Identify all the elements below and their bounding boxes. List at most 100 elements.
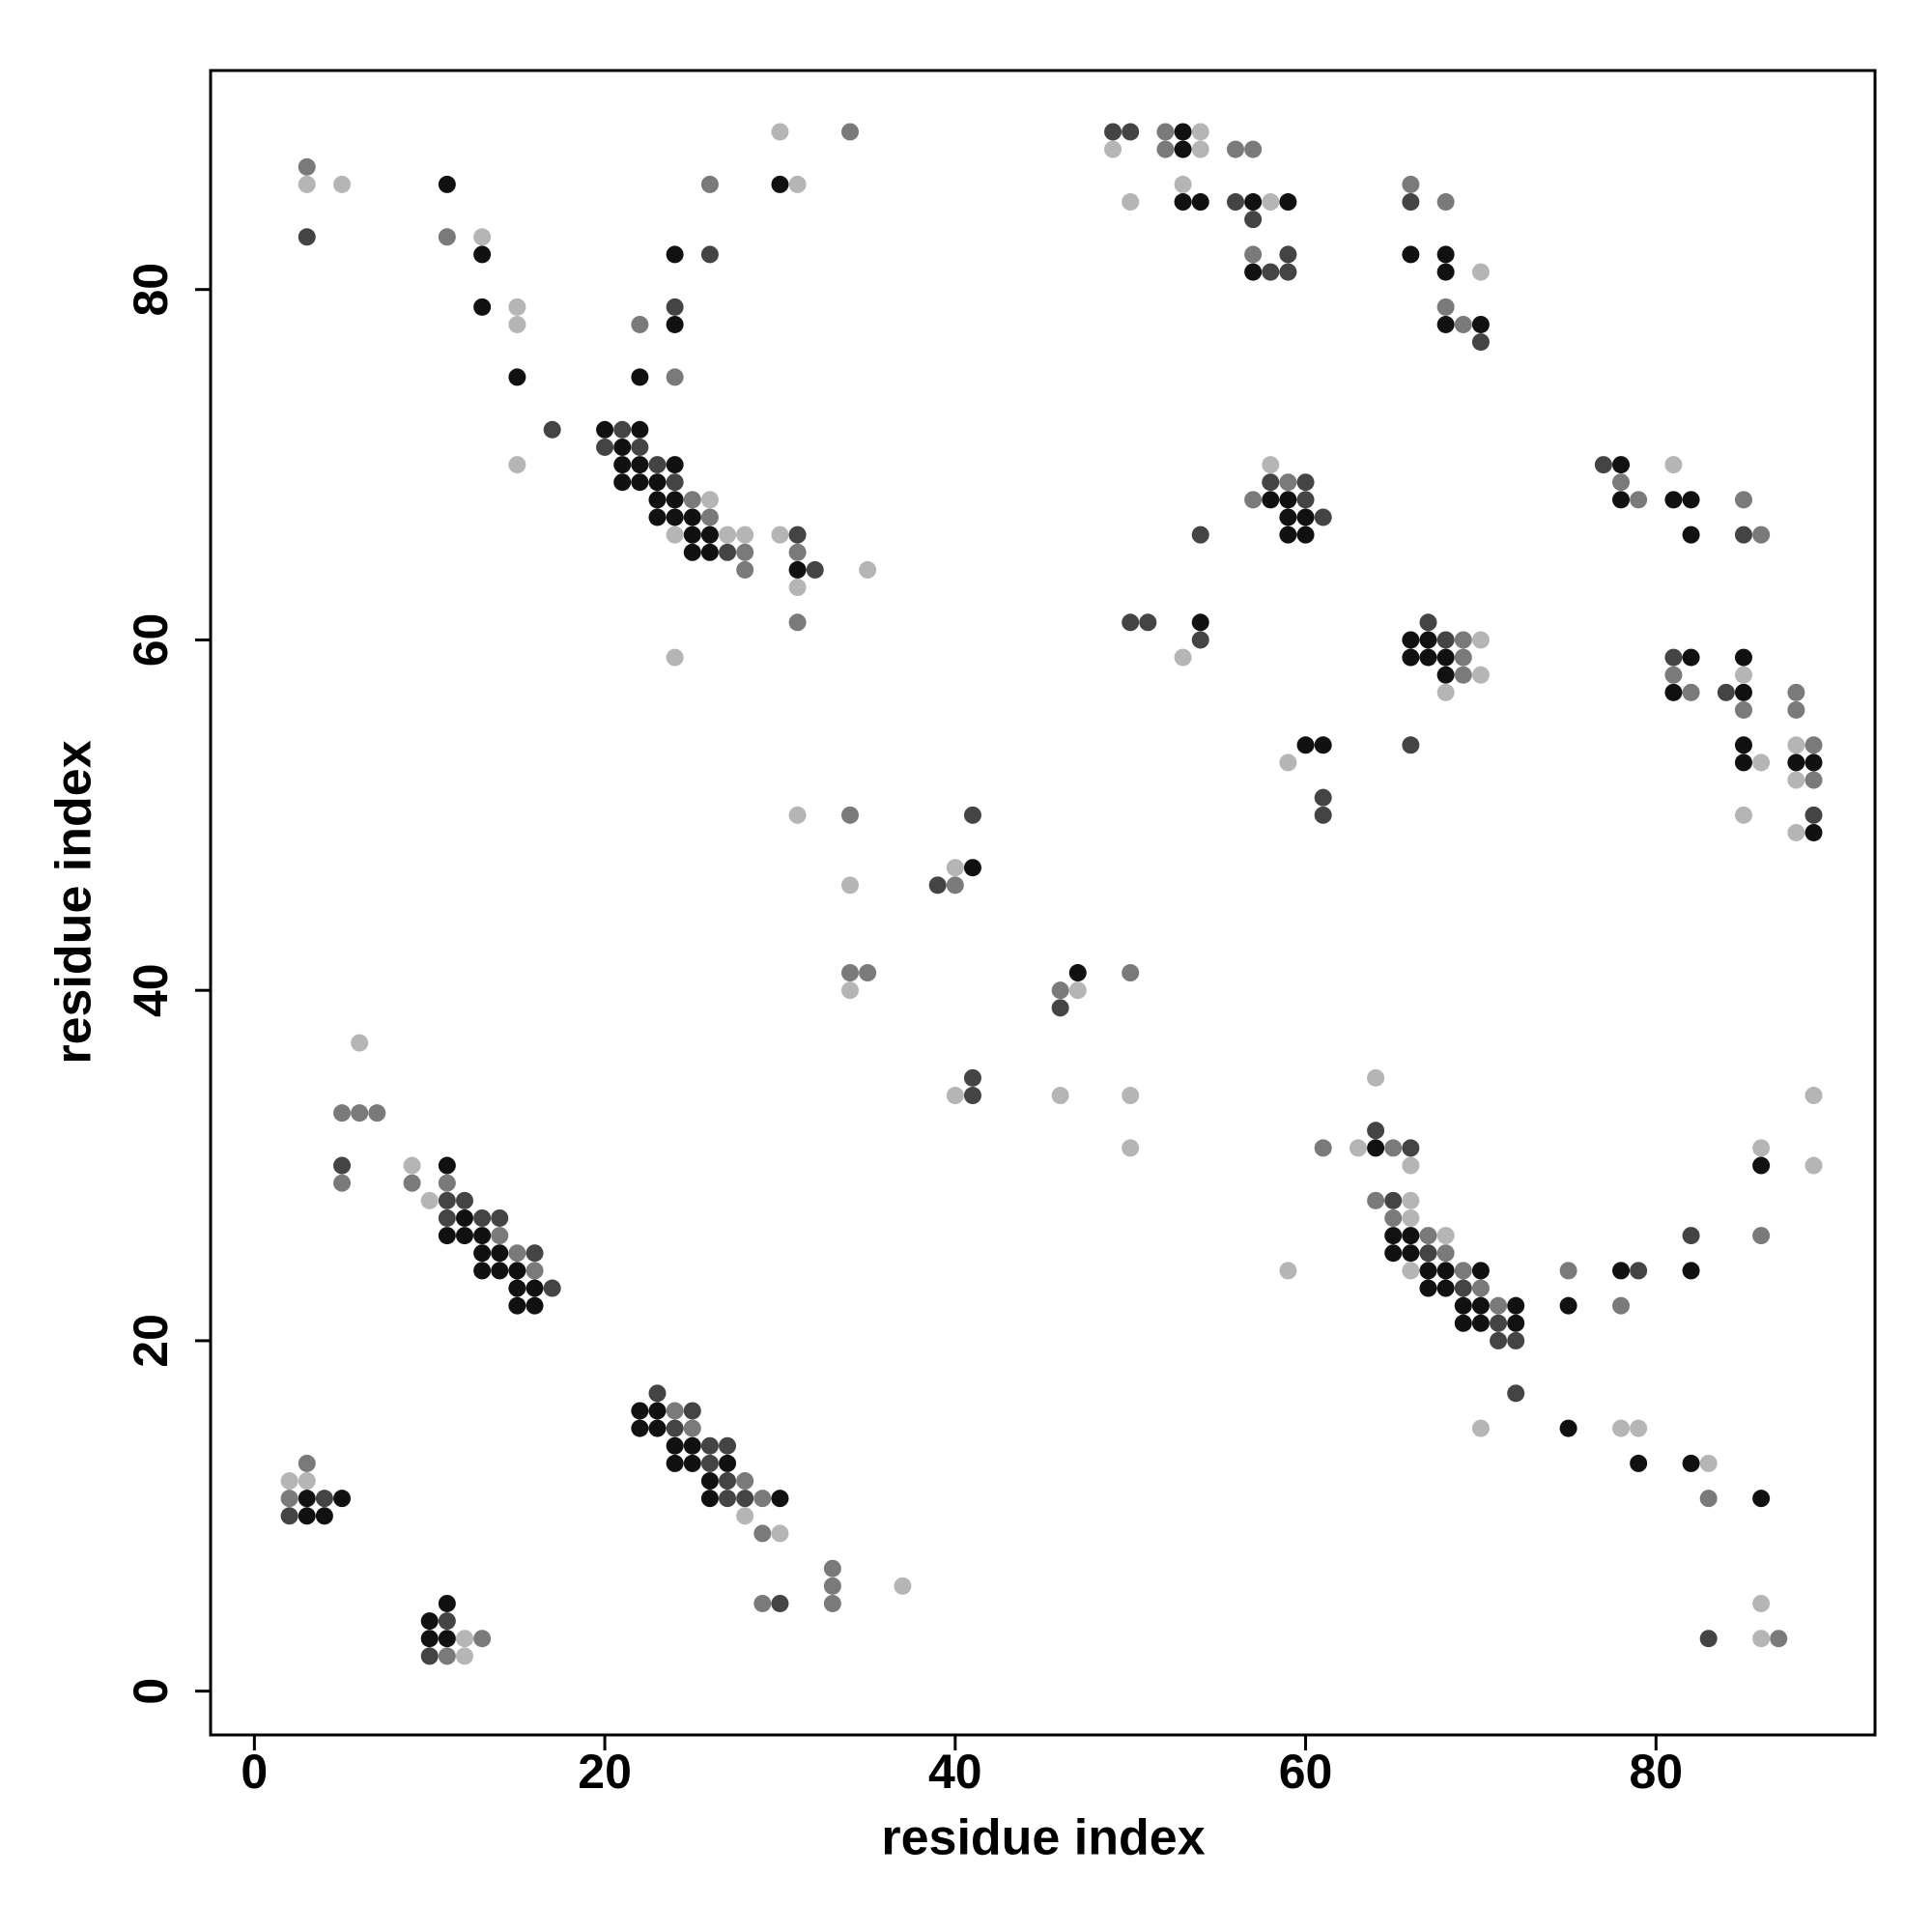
- contact-point: [666, 1419, 684, 1437]
- contact-point: [1314, 508, 1332, 526]
- contact-point: [719, 1490, 737, 1508]
- contact-point: [368, 1104, 386, 1122]
- contact-point: [700, 543, 719, 561]
- contact-point: [1454, 315, 1472, 333]
- contact-point: [666, 368, 684, 386]
- contact-point: [1699, 1454, 1718, 1472]
- contact-point: [1227, 193, 1245, 212]
- contact-point: [1752, 1594, 1771, 1612]
- contact-point: [1787, 683, 1805, 701]
- contact-point: [1104, 140, 1122, 158]
- contact-point: [946, 859, 964, 877]
- contact-point: [1752, 1156, 1771, 1175]
- contact-point: [631, 473, 649, 492]
- contact-point: [788, 560, 807, 579]
- contact-point: [1191, 631, 1209, 649]
- contact-point: [1402, 1208, 1420, 1227]
- contact-point: [1507, 1331, 1525, 1350]
- contact-point: [1471, 666, 1490, 684]
- contact-point: [859, 964, 877, 982]
- contact-point: [455, 1647, 473, 1665]
- contact-point: [1734, 683, 1752, 701]
- contact-point: [1559, 1262, 1577, 1280]
- contact-point: [719, 526, 737, 544]
- contact-point: [1471, 1279, 1490, 1297]
- contact-point: [1471, 315, 1490, 333]
- contact-point: [771, 175, 789, 193]
- contact-point: [491, 1208, 509, 1227]
- contact-point: [753, 1490, 772, 1508]
- contact-point: [280, 1490, 298, 1508]
- contact-point: [526, 1262, 544, 1280]
- contact-point: [420, 1191, 439, 1209]
- contact-point: [1402, 1262, 1420, 1280]
- contact-point: [1296, 526, 1315, 544]
- contact-point: [333, 1104, 352, 1122]
- contact-point: [1734, 806, 1752, 824]
- contact-point: [315, 1507, 333, 1525]
- y-tick-label: 20: [124, 1314, 178, 1368]
- contact-point: [508, 456, 526, 474]
- contact-point: [963, 1068, 981, 1087]
- contact-point: [771, 1490, 789, 1508]
- contact-point: [894, 1577, 912, 1595]
- contact-point: [631, 315, 649, 333]
- contact-point: [1244, 245, 1263, 264]
- contact-point: [666, 526, 684, 544]
- contact-point: [1419, 631, 1437, 649]
- contact-point: [1279, 245, 1297, 264]
- contact-point: [1051, 981, 1069, 1000]
- contact-point: [1122, 123, 1140, 141]
- contact-point: [1559, 1296, 1577, 1315]
- contact-point: [1471, 1262, 1490, 1280]
- contact-point: [1612, 473, 1631, 492]
- contact-point: [1402, 1156, 1420, 1175]
- contact-point: [1734, 648, 1752, 667]
- contact-point: [1699, 1490, 1718, 1508]
- contact-point: [1734, 491, 1752, 509]
- contact-point: [771, 1524, 789, 1543]
- contact-point: [1384, 1244, 1403, 1263]
- contact-point: [1471, 1314, 1490, 1332]
- contact-point: [1191, 526, 1209, 544]
- contact-point: [1419, 1227, 1437, 1245]
- contact-point: [771, 1594, 789, 1612]
- plot-frame: [209, 69, 1877, 1737]
- contact-point: [1734, 700, 1752, 719]
- contact-point: [1384, 1191, 1403, 1209]
- contact-point: [823, 1559, 841, 1577]
- contact-point: [298, 1472, 316, 1491]
- contact-point: [1296, 508, 1315, 526]
- contact-point: [1122, 1139, 1140, 1157]
- contact-point: [438, 1208, 456, 1227]
- contact-point: [1787, 736, 1805, 754]
- contact-point: [473, 245, 492, 264]
- contact-point: [1507, 1296, 1525, 1315]
- contact-point: [1402, 175, 1420, 193]
- contact-point: [1787, 823, 1805, 841]
- contact-point: [806, 560, 824, 579]
- contact-point: [438, 1594, 456, 1612]
- contact-point: [1734, 736, 1752, 754]
- contact-point: [1191, 123, 1209, 141]
- contact-point: [666, 1436, 684, 1455]
- contact-point: [1787, 700, 1805, 719]
- contact-point: [666, 648, 684, 667]
- contact-point: [648, 456, 667, 474]
- contact-point: [1156, 140, 1175, 158]
- contact-point: [1402, 1227, 1420, 1245]
- contact-point: [613, 420, 632, 439]
- contact-point: [1402, 193, 1420, 212]
- contact-point: [648, 1419, 667, 1437]
- contact-point: [1191, 613, 1209, 632]
- contact-point: [1804, 806, 1823, 824]
- contact-point: [508, 1244, 526, 1263]
- contact-point: [1296, 473, 1315, 492]
- contact-point: [788, 175, 807, 193]
- contact-point: [1262, 473, 1280, 492]
- contact-point: [1770, 1630, 1788, 1648]
- contact-point: [1279, 753, 1297, 772]
- y-tick-label: 60: [124, 613, 178, 668]
- contact-point: [1244, 491, 1263, 509]
- contact-point: [473, 1262, 492, 1280]
